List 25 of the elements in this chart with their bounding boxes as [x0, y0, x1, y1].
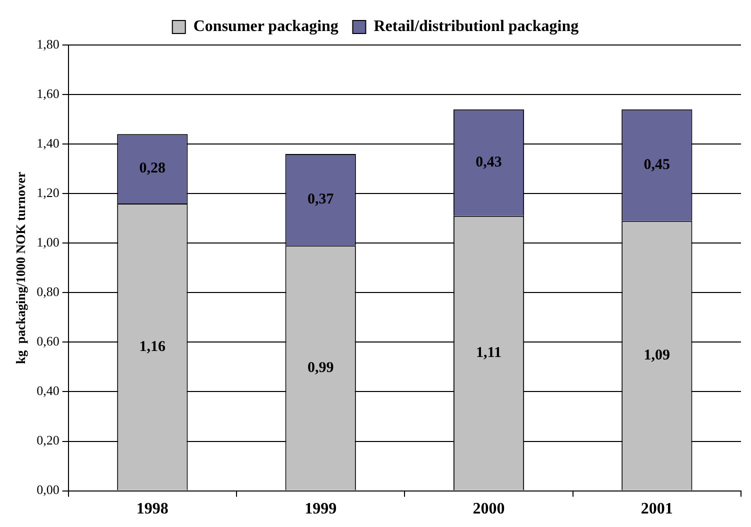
- data-label: 0,45: [644, 156, 670, 173]
- y-tick-label: 1,60: [36, 86, 60, 101]
- data-label: 0,28: [139, 160, 166, 177]
- data-label: 1,11: [476, 344, 502, 361]
- y-tick-label: 0,20: [36, 432, 60, 448]
- y-tick-label: 1,20: [36, 185, 60, 200]
- y-tick-label: 0,40: [36, 383, 60, 398]
- y-tick-label: 0,00: [36, 482, 60, 498]
- y-tick-label: 0,80: [36, 284, 60, 300]
- legend-label: Consumer packaging: [193, 18, 338, 36]
- data-label: 1,16: [139, 338, 166, 355]
- legend-label: Retail/distributionl packaging: [374, 18, 579, 36]
- data-label: 1,09: [644, 347, 670, 364]
- x-tick-label: 2001: [640, 500, 673, 518]
- x-tick-label: 1998: [136, 500, 168, 518]
- y-tick-label: 1,00: [36, 234, 60, 250]
- y-tick-label: 1,40: [36, 135, 60, 150]
- data-label: 0,99: [307, 360, 334, 376]
- y-tick-label: 1,80: [36, 36, 60, 52]
- data-label: 0,43: [476, 154, 502, 171]
- x-tick-label: 2000: [472, 500, 505, 518]
- y-tick-label: 0,60: [36, 334, 60, 349]
- x-tick-label: 1999: [304, 500, 337, 518]
- y-axis-title: kg packaging/1000 NOK turnover: [13, 172, 28, 364]
- data-label: 0,37: [307, 192, 334, 208]
